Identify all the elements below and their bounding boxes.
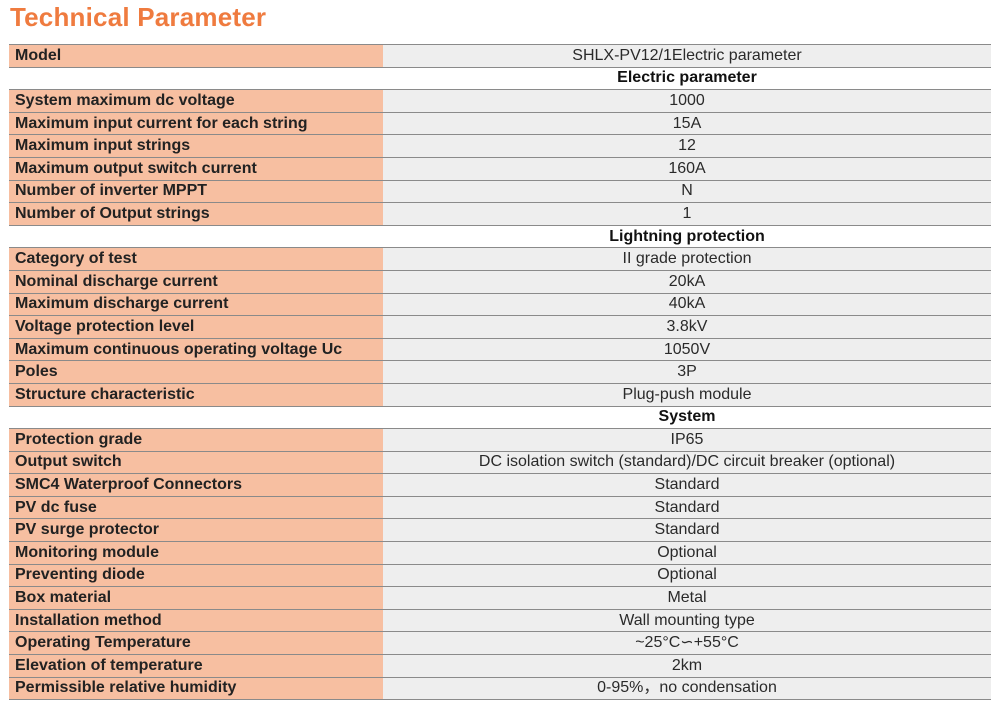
row-label: Category of test bbox=[9, 247, 383, 271]
table-row: System maximum dc voltage 1000 bbox=[9, 89, 991, 113]
row-label: System maximum dc voltage bbox=[9, 89, 383, 113]
table-row: Installation method Wall mounting type bbox=[9, 608, 991, 633]
row-label: Poles bbox=[9, 360, 383, 384]
row-value: Metal bbox=[383, 586, 991, 610]
row-value: Wall mounting type bbox=[383, 608, 991, 633]
section-blank-cell bbox=[9, 224, 383, 249]
row-value: 1000 bbox=[383, 89, 991, 113]
row-label: Maximum input current for each string bbox=[9, 111, 383, 136]
row-value: Standard bbox=[383, 518, 991, 543]
row-value: 15A bbox=[383, 111, 991, 136]
row-value: SHLX-PV12/1Electric parameter bbox=[383, 44, 991, 68]
page-title: Technical Parameter bbox=[10, 2, 267, 32]
table-row: Preventing diode Optional bbox=[9, 563, 991, 588]
table-row: Elevation of temperature 2km bbox=[9, 654, 991, 678]
table-row: Maximum input strings 12 bbox=[9, 134, 991, 158]
row-value: Plug-push module bbox=[383, 382, 991, 407]
row-label: Elevation of temperature bbox=[9, 654, 383, 678]
table-row: Maximum continuous operating voltage Uc … bbox=[9, 337, 991, 362]
row-label: Output switch bbox=[9, 450, 383, 475]
row-value: 3P bbox=[383, 360, 991, 384]
table-row: Maximum discharge current 40kA bbox=[9, 292, 991, 317]
row-label: PV dc fuse bbox=[9, 495, 383, 520]
row-value: 2km bbox=[383, 654, 991, 678]
row-value: II grade protection bbox=[383, 247, 991, 271]
row-label: Voltage protection level bbox=[9, 315, 383, 339]
section-heading: Electric parameter bbox=[383, 66, 991, 91]
row-label: Permissible relative humidity bbox=[9, 676, 383, 701]
table-row: Category of test II grade protection bbox=[9, 247, 991, 271]
table-row: Box material Metal bbox=[9, 586, 991, 610]
table-row: SMC4 Waterproof Connectors Standard bbox=[9, 473, 991, 497]
row-value: 160A bbox=[383, 156, 991, 181]
row-value: Standard bbox=[383, 495, 991, 520]
row-label: Model bbox=[9, 44, 383, 68]
row-label: Monitoring module bbox=[9, 541, 383, 565]
table-row: Output switch DC isolation switch (stand… bbox=[9, 450, 991, 475]
row-value: ~25°C∽+55°C bbox=[383, 631, 991, 656]
row-label: Preventing diode bbox=[9, 563, 383, 588]
row-label: Maximum continuous operating voltage Uc bbox=[9, 337, 383, 362]
row-value: 1 bbox=[383, 202, 991, 226]
section-heading: Lightning protection bbox=[383, 224, 991, 249]
row-label: Box material bbox=[9, 586, 383, 610]
section-blank-cell bbox=[9, 66, 383, 91]
section-heading-row: Lightning protection bbox=[9, 224, 991, 249]
table-row: PV dc fuse Standard bbox=[9, 495, 991, 520]
table-row: Monitoring module Optional bbox=[9, 541, 991, 565]
row-label: SMC4 Waterproof Connectors bbox=[9, 473, 383, 497]
row-label: Maximum output switch current bbox=[9, 156, 383, 181]
section-blank-cell bbox=[9, 405, 383, 430]
table-row: PV surge protector Standard bbox=[9, 518, 991, 543]
table-row: Maximum input current for each string 15… bbox=[9, 111, 991, 136]
row-label: Number of inverter MPPT bbox=[9, 179, 383, 204]
table-row: Nominal discharge current 20kA bbox=[9, 269, 991, 294]
row-value: Optional bbox=[383, 563, 991, 588]
table-row: Permissible relative humidity 0-95%，no c… bbox=[9, 676, 991, 701]
row-value: IP65 bbox=[383, 428, 991, 452]
table-row: Protection grade IP65 bbox=[9, 428, 991, 452]
table-row: Maximum output switch current 160A bbox=[9, 156, 991, 181]
section-heading: System bbox=[383, 405, 991, 430]
row-value: 12 bbox=[383, 134, 991, 158]
row-value: DC isolation switch (standard)/DC circui… bbox=[383, 450, 991, 475]
row-value: 1050V bbox=[383, 337, 991, 362]
row-value: 20kA bbox=[383, 269, 991, 294]
section-heading-row: Electric parameter bbox=[9, 66, 991, 91]
technical-parameter-table: Model SHLX-PV12/1Electric parameter Elec… bbox=[9, 44, 991, 701]
row-label: Maximum discharge current bbox=[9, 292, 383, 317]
row-label: Protection grade bbox=[9, 428, 383, 452]
row-value: 3.8kV bbox=[383, 315, 991, 339]
row-value: Standard bbox=[383, 473, 991, 497]
row-label: Number of Output strings bbox=[9, 202, 383, 226]
table-row: Poles 3P bbox=[9, 360, 991, 384]
row-label: Nominal discharge current bbox=[9, 269, 383, 294]
row-label: PV surge protector bbox=[9, 518, 383, 543]
row-value: 0-95%，no condensation bbox=[383, 676, 991, 701]
table-row: Structure characteristic Plug-push modul… bbox=[9, 382, 991, 407]
row-value: 40kA bbox=[383, 292, 991, 317]
table-row: Operating Temperature ~25°C∽+55°C bbox=[9, 631, 991, 656]
table-row: Number of inverter MPPT N bbox=[9, 179, 991, 204]
table-row: Voltage protection level 3.8kV bbox=[9, 315, 991, 339]
row-label: Structure characteristic bbox=[9, 382, 383, 407]
section-heading-row: System bbox=[9, 405, 991, 430]
row-label: Installation method bbox=[9, 608, 383, 633]
row-value: N bbox=[383, 179, 991, 204]
row-label: Maximum input strings bbox=[9, 134, 383, 158]
table-row: Number of Output strings 1 bbox=[9, 202, 991, 226]
row-value: Optional bbox=[383, 541, 991, 565]
row-label: Operating Temperature bbox=[9, 631, 383, 656]
table-row-model: Model SHLX-PV12/1Electric parameter bbox=[9, 44, 991, 68]
